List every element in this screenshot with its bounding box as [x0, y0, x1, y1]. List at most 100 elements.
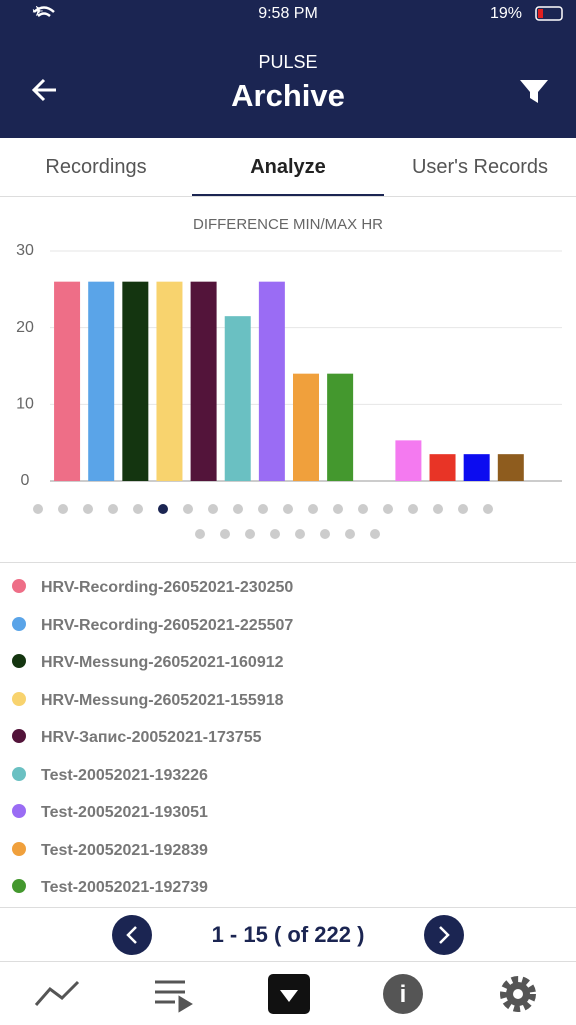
legend-item: HRV-Recording-26052021-225507 — [12, 611, 293, 641]
bar — [497, 454, 524, 481]
bar — [429, 454, 456, 481]
page-dot — [33, 504, 43, 514]
page-dot — [183, 504, 193, 514]
page-dot — [333, 504, 343, 514]
chart: DIFFERENCE MIN/MAX HR 0 10 20 30 — [16, 216, 562, 539]
legend-label: Test-20052021-193051 — [41, 804, 208, 821]
tabs: Recordings Analyze User's Records — [0, 138, 576, 197]
list-tab[interactable] — [155, 980, 193, 1013]
battery-icon — [535, 6, 563, 21]
bar — [156, 281, 183, 481]
legend-label: HRV-Recording-26052021-225507 — [41, 616, 294, 634]
y-tick-label: 10 — [16, 396, 34, 413]
page-dot — [345, 529, 355, 539]
page-dot — [295, 529, 305, 539]
legend-label: Test-20052021-193226 — [41, 766, 208, 784]
wifi-icon — [33, 6, 55, 18]
page-range: 1 - 15 ( of 222 ) — [211, 922, 365, 947]
prev-arrow — [126, 926, 137, 944]
filter-button[interactable] — [520, 80, 548, 103]
legend-swatch — [12, 654, 26, 668]
page-dot — [220, 529, 230, 539]
bar — [327, 373, 354, 481]
legend-item: HRV-Recording-26052021-230250 — [12, 573, 293, 603]
legend-item: HRV-Messung-26052021-155918 — [12, 686, 284, 716]
chart-title: DIFFERENCE MIN/MAX HR — [193, 216, 383, 233]
page-dot — [258, 504, 268, 514]
page-dot — [245, 529, 255, 539]
bar — [224, 316, 251, 481]
pager: 1 - 15 ( of 222 ) — [0, 907, 576, 962]
clock: 9:58 PM — [258, 5, 318, 22]
next-button[interactable] — [424, 915, 464, 955]
tab[interactable]: Recordings — [45, 156, 147, 178]
page-dot — [308, 504, 318, 514]
page-dot — [133, 504, 143, 514]
legend-label: Test-20052021-192739 — [41, 879, 208, 896]
page-dot — [408, 504, 418, 514]
legend-label: Test-20052021-192839 — [41, 841, 208, 859]
legend-swatch — [12, 766, 26, 781]
legend-item: Test-20052021-193226 — [12, 761, 208, 791]
legend-swatch — [12, 729, 26, 743]
legend-swatch — [12, 616, 26, 631]
bar — [293, 373, 319, 481]
page-dot — [283, 504, 293, 514]
bar — [54, 281, 81, 481]
page-dot — [270, 529, 280, 539]
prev-button[interactable] — [112, 915, 152, 955]
tab-underline — [192, 194, 384, 196]
page-dot — [383, 504, 393, 514]
legend-swatch — [12, 579, 26, 593]
battery-text: 19% — [490, 5, 523, 22]
bar — [190, 281, 217, 481]
battery-level — [538, 9, 543, 18]
chart-tab[interactable] — [34, 980, 80, 1006]
legend-label: HRV-Messung-26052021-155918 — [41, 691, 284, 709]
page-dot — [233, 504, 243, 514]
tab[interactable]: User's Records — [411, 156, 549, 178]
page-dot — [158, 504, 168, 514]
legend-label: HRV-Запис-20052021-173755 — [41, 729, 262, 746]
page-dot — [58, 504, 68, 514]
page-dot — [83, 504, 93, 514]
bar — [463, 454, 490, 481]
page-dot — [370, 529, 380, 539]
tab-active[interactable]: Analyze — [250, 156, 326, 178]
legend-label: HRV-Recording-26052021-230250 — [41, 579, 294, 596]
page-dot — [458, 504, 468, 514]
page-dot — [433, 504, 443, 514]
info-tab[interactable] — [383, 974, 423, 1014]
settings-tab[interactable] — [500, 976, 536, 1012]
legend-item: HRV-Запис-20052021-173755 — [12, 723, 262, 753]
archive-icon — [280, 990, 298, 1002]
page-dot — [195, 529, 205, 539]
bar — [395, 440, 422, 481]
y-tick-label: 0 — [21, 472, 30, 489]
header-icons: ✈ — [31, 3, 563, 103]
legend-item: HRV-Messung-26052021-160912 — [12, 648, 284, 678]
page-dot — [320, 529, 330, 539]
legend-swatch — [12, 879, 26, 893]
legend-item: Test-20052021-192839 — [12, 836, 208, 866]
bar — [122, 281, 149, 481]
app-name: PULSE — [258, 52, 318, 72]
legend-swatch — [12, 841, 26, 856]
bar — [88, 281, 115, 481]
bar — [258, 281, 285, 481]
header: ✈ 9:58 PM 19% PULSE Archive — [0, 0, 576, 138]
legend-swatch — [12, 691, 26, 706]
page-title: Archive — [231, 78, 345, 113]
airplane-icon: ✈ — [32, 3, 44, 19]
legend-swatch — [12, 804, 26, 818]
y-tick-label: 30 — [16, 242, 34, 259]
info-icon: i — [400, 981, 407, 1008]
settings-hole — [513, 989, 523, 999]
tab-bar: i — [0, 961, 576, 1014]
page-dot — [208, 504, 218, 514]
page-dot — [483, 504, 493, 514]
y-tick-label: 20 — [16, 319, 34, 336]
next-arrow — [439, 926, 450, 944]
back-button[interactable] — [31, 78, 56, 102]
